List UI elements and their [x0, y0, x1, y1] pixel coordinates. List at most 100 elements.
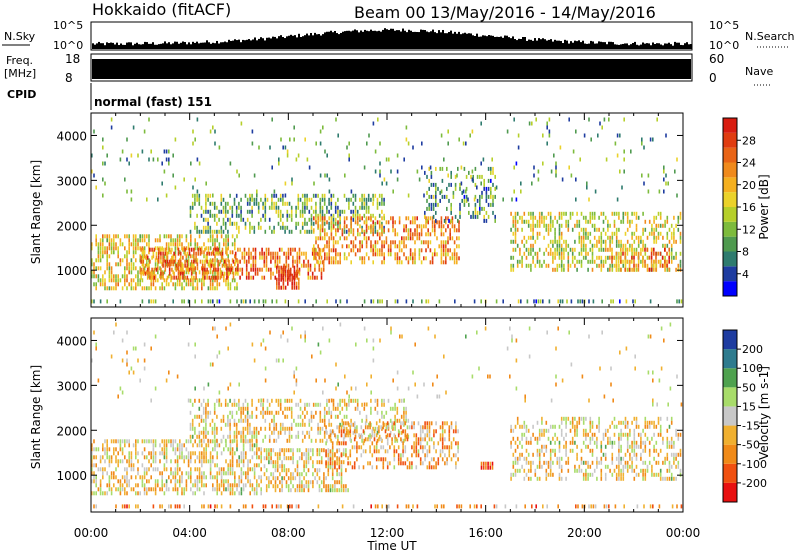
range-gate-cell	[305, 452, 308, 457]
range-gate-cell	[506, 129, 509, 134]
range-gate-cell	[126, 459, 128, 464]
range-gate-cell	[530, 251, 532, 256]
range-gate-cell	[175, 267, 178, 272]
range-gate-cell	[611, 211, 614, 216]
range-gate-cell	[202, 406, 205, 411]
range-gate-cell	[620, 251, 622, 256]
range-gate-cell	[323, 221, 326, 226]
range-gate-cell	[225, 443, 227, 448]
range-gate-cell	[403, 414, 405, 419]
range-gate-cell	[148, 487, 150, 492]
range-gate-cell	[668, 227, 671, 232]
range-gate-cell	[613, 219, 616, 224]
range-gate-cell	[376, 220, 379, 225]
range-gate-cell	[376, 426, 379, 431]
range-gate-cell	[465, 141, 467, 146]
range-gate-cell	[523, 456, 526, 461]
range-gate-cell	[293, 137, 295, 142]
range-gate-cell	[115, 467, 117, 472]
range-gate-cell	[282, 197, 284, 202]
range-gate-cell	[262, 205, 264, 210]
range-gate-cell	[615, 211, 618, 216]
range-gate-cell	[182, 247, 184, 252]
range-gate-cell	[220, 209, 223, 214]
range-gate-cell	[425, 240, 427, 245]
range-gate-cell	[285, 480, 288, 485]
range-gate-cell	[102, 443, 104, 448]
range-gate-cell	[429, 248, 432, 253]
range-gate-cell	[130, 467, 133, 472]
nsky-bar	[568, 43, 570, 49]
range-gate-cell	[330, 422, 333, 427]
range-gate-cell	[394, 406, 396, 411]
range-gate-cell	[624, 231, 627, 236]
nsky-bar	[518, 38, 520, 49]
nsky-bar	[146, 42, 148, 49]
range-gate-cell	[352, 398, 355, 403]
range-gate-cell	[513, 117, 515, 122]
range-gate-cell	[150, 487, 152, 492]
range-gate-cell	[657, 223, 660, 228]
nsky-bar	[178, 43, 180, 49]
range-gate-cell	[227, 483, 229, 488]
range-gate-cell	[159, 234, 161, 239]
range-gate-cell	[340, 433, 343, 438]
range-gate-cell	[216, 282, 218, 287]
range-gate-cell	[430, 421, 433, 426]
range-gate-cell	[154, 262, 157, 267]
range-gate-cell	[270, 255, 272, 260]
range-gate-cell	[575, 197, 577, 202]
range-gate-cell	[106, 262, 108, 267]
range-gate-cell	[485, 465, 487, 470]
range-gate-cell	[196, 189, 199, 194]
range-gate-cell	[179, 274, 181, 279]
range-gate-cell	[552, 259, 554, 264]
range-gate-cell	[164, 247, 167, 252]
range-gate-cell	[284, 430, 286, 435]
range-gate-cell	[203, 459, 205, 464]
range-gate-cell	[204, 263, 206, 268]
range-gate-cell	[240, 471, 243, 476]
range-gate-cell	[227, 209, 229, 214]
range-gate-cell	[588, 117, 590, 122]
range-gate-cell	[414, 232, 416, 237]
range-gate-cell	[456, 244, 458, 249]
range-gate-cell	[445, 260, 447, 265]
range-gate-cell	[137, 278, 139, 283]
range-gate-cell	[224, 398, 227, 403]
range-gate-cell	[260, 197, 262, 202]
range-gate-cell	[274, 476, 277, 481]
range-gate-cell	[363, 197, 366, 202]
range-gate-cell	[361, 197, 363, 202]
range-gate-cell	[240, 205, 242, 210]
range-gate-cell	[150, 278, 152, 283]
range-gate-cell	[200, 229, 203, 234]
range-gate-cell	[534, 251, 537, 256]
range-gate-cell	[634, 299, 636, 304]
range-gate-cell	[483, 206, 485, 211]
range-gate-cell	[326, 244, 328, 249]
range-gate-cell	[140, 255, 142, 260]
nsky-tick-right-bottom: 10^0	[709, 39, 739, 52]
range-gate-cell	[287, 281, 289, 286]
range-gate-cell	[448, 445, 451, 450]
range-gate-cell	[216, 278, 218, 283]
range-gate-cell	[303, 484, 305, 489]
nsky-bar	[120, 43, 122, 49]
range-gate-cell	[370, 248, 372, 253]
range-gate-cell	[379, 141, 381, 146]
range-gate-cell	[222, 205, 225, 210]
range-gate-cell	[428, 202, 430, 207]
range-gate-cell	[93, 282, 95, 287]
range-gate-cell	[387, 248, 390, 253]
range-gate-cell	[253, 430, 256, 435]
range-gate-cell	[354, 398, 357, 403]
range-gate-cell	[255, 438, 258, 443]
range-gate-cell	[314, 247, 316, 252]
range-gate-cell	[623, 169, 625, 174]
range-gate-cell	[306, 430, 308, 435]
range-gate-cell	[676, 299, 678, 304]
range-gate-cell	[318, 488, 321, 493]
range-gate-cell	[542, 161, 544, 166]
range-gate-cell	[205, 455, 207, 460]
